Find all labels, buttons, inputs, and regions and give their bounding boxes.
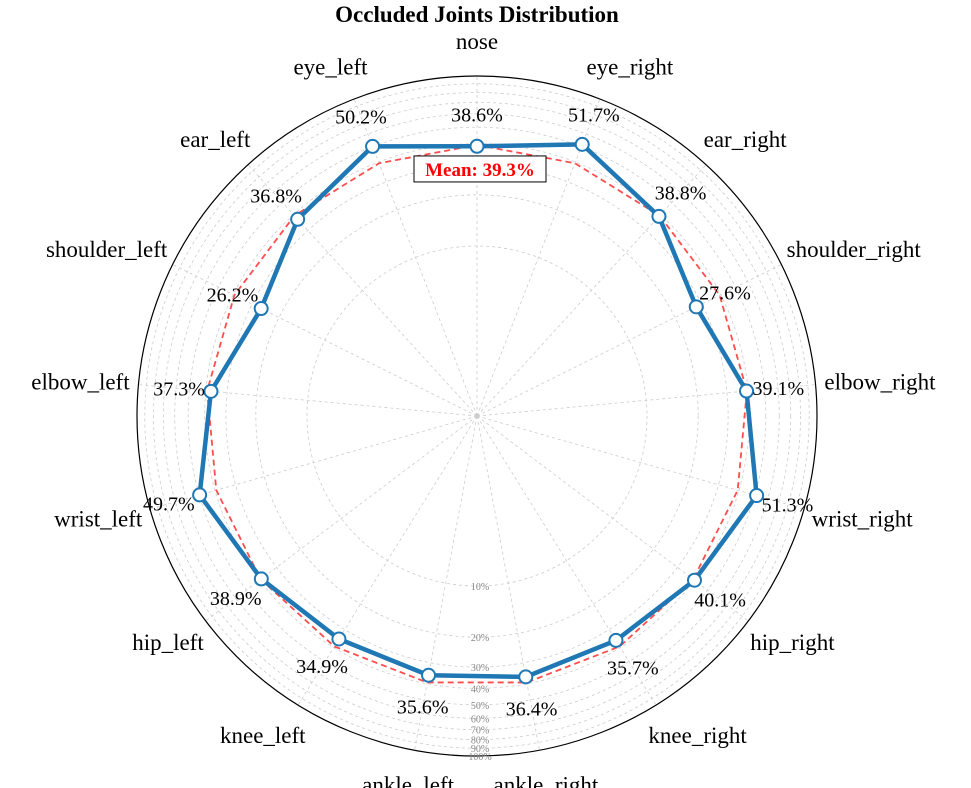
series-line: [197, 142, 759, 680]
data-point-hip_left: [253, 571, 269, 587]
grid-spoke: [172, 264, 478, 417]
radial-tick-label: 70%: [471, 726, 489, 737]
value-label-eye_right: 51.7%: [568, 105, 620, 127]
value-label-wrist_right: 51.3%: [762, 494, 814, 516]
category-label-hip_right: hip_right: [750, 630, 835, 655]
value-label-ankle_right: 36.4%: [506, 698, 558, 720]
data-point-knee_left: [331, 631, 347, 647]
category-label-eye_left: eye_left: [293, 54, 368, 79]
data-point-eye_right: [574, 136, 590, 152]
grid-circle: [153, 92, 801, 740]
grid-spoke: [205, 415, 478, 622]
value-label-nose: 38.6%: [451, 104, 503, 126]
category-label-shoulder_left: shoulder_left: [46, 237, 168, 262]
mean-label: Mean: 39.3%: [425, 160, 535, 181]
radial-tick-label: 80%: [471, 736, 489, 747]
data-point-elbow_left: [203, 383, 219, 399]
value-label-knee_right: 35.7%: [607, 658, 659, 680]
category-label-wrist_left: wrist_left: [54, 507, 143, 532]
value-label-ankle_left: 35.6%: [397, 697, 449, 719]
category-label-ankle_right: ankle_right: [494, 773, 599, 788]
value-label-hip_right: 40.1%: [694, 590, 746, 612]
value-label-ear_left: 36.8%: [250, 186, 302, 208]
grid-spoke: [138, 384, 478, 417]
grid-circle: [187, 126, 767, 706]
category-label-ankle_left: ankle_left: [362, 773, 455, 788]
category-label-knee_right: knee_right: [648, 723, 747, 748]
label-layer: 38.6% 51.7% 38.8% 27.6% 39.1% 51.3% 40.1% 35.7%…: [31, 29, 936, 788]
category-label-elbow_left: elbow_left: [31, 369, 130, 394]
grid-spoke: [476, 415, 749, 622]
data-point-hip_right: [686, 572, 702, 588]
category-label-eye_right: eye_right: [586, 54, 673, 79]
category-label-ear_left: ear_left: [180, 127, 251, 152]
grid-spoke: [476, 384, 816, 417]
category-label-wrist_right: wrist_right: [812, 507, 914, 532]
value-label-elbow_left: 37.3%: [153, 378, 205, 400]
grid-spoke: [476, 264, 782, 417]
data-point-wrist_right: [749, 488, 765, 504]
grid-spoke: [297, 415, 478, 706]
radial-tick-label: 40%: [471, 684, 489, 695]
chart-title: Occluded Joints Distribution: [335, 2, 619, 27]
data-point-eye_left: [365, 138, 381, 154]
category-label-nose: nose: [456, 29, 498, 54]
value-label-ear_right: 38.8%: [655, 183, 707, 205]
grid-spoke: [414, 415, 478, 751]
value-label-hip_left: 38.9%: [210, 588, 262, 610]
radial-tick-label: 60%: [471, 714, 489, 725]
grid-circle: [144, 83, 810, 749]
data-point-knee_right: [608, 632, 624, 648]
category-label-hip_left: hip_left: [132, 630, 204, 655]
data-point-ear_right: [651, 208, 667, 224]
value-label-elbow_right: 39.1%: [753, 378, 805, 400]
data-point-wrist_left: [192, 487, 208, 503]
data-point-ankle_left: [421, 667, 437, 683]
data-point-elbow_right: [739, 383, 755, 399]
radial-tick-label: 90%: [471, 744, 489, 755]
radial-tick-label: 50%: [471, 701, 489, 712]
grid-spoke: [476, 164, 707, 417]
category-label-elbow_right: elbow_right: [824, 369, 936, 394]
category-label-shoulder_right: shoulder_right: [787, 237, 922, 262]
outer-frame: [136, 75, 818, 757]
category-label-knee_left: knee_left: [220, 723, 306, 748]
data-point-shoulder_right: [688, 299, 704, 315]
value-label-wrist_left: 49.7%: [143, 494, 195, 516]
data-point-nose: [469, 138, 485, 154]
value-label-shoulder_left: 26.2%: [207, 284, 259, 306]
value-label-shoulder_right: 27.6%: [699, 283, 751, 305]
value-label-eye_left: 50.2%: [335, 107, 387, 129]
data-point-ear_left: [290, 211, 306, 227]
grid-spoke: [247, 164, 478, 417]
radial-tick-label: 100%: [468, 752, 491, 763]
grid-spoke: [476, 415, 657, 706]
mean-layer: [206, 144, 748, 684]
grid-spoke: [476, 98, 601, 417]
radial-tick-label: 30%: [471, 663, 489, 674]
mean-line: [206, 144, 748, 684]
series-layer: [192, 136, 765, 685]
grid-layer: 10% 20% 30% 40% 50% 60%70%80%90%100%: [138, 76, 816, 763]
grid-spoke: [476, 415, 540, 751]
grid-circle: [255, 194, 699, 638]
radial-tick-label: 20%: [471, 633, 489, 644]
radial-tick-label: 10%: [471, 582, 489, 593]
mean-label-box: [413, 155, 547, 183]
value-label-knee_left: 34.9%: [296, 656, 348, 678]
category-label-ear_right: ear_right: [704, 127, 788, 152]
data-point-ankle_right: [518, 669, 534, 685]
data-point-shoulder_left: [253, 301, 269, 317]
